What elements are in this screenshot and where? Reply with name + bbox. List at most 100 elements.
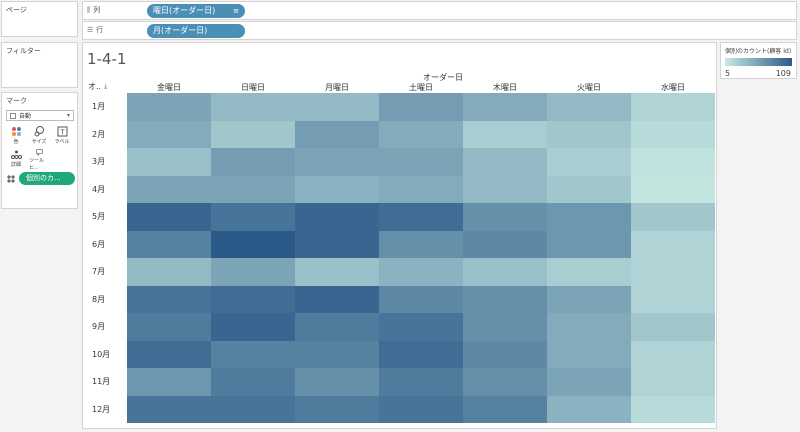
- heatmap-cell[interactable]: [295, 93, 379, 121]
- heatmap-cell[interactable]: [379, 340, 463, 368]
- column-header[interactable]: 木曜日: [493, 83, 517, 92]
- heatmap-cell[interactable]: [547, 340, 631, 368]
- column-header[interactable]: 水曜日: [661, 83, 685, 92]
- heatmap-cell[interactable]: [127, 258, 211, 286]
- heatmap-cell[interactable]: [463, 148, 547, 176]
- row-header[interactable]: 10月: [92, 349, 111, 359]
- heatmap-cell[interactable]: [127, 395, 211, 423]
- heatmap-cell[interactable]: [127, 368, 211, 396]
- heatmap-cell[interactable]: [547, 175, 631, 203]
- heatmap-cell[interactable]: [295, 368, 379, 396]
- rows-field-pill[interactable]: 月(オーダー日): [147, 24, 245, 38]
- size-button[interactable]: サイズ: [29, 126, 49, 148]
- row-header[interactable]: 7月: [92, 267, 106, 277]
- heatmap-cell[interactable]: [631, 340, 715, 368]
- heatmap-cell[interactable]: [631, 93, 715, 121]
- heatmap-cell[interactable]: [295, 203, 379, 231]
- tooltip-button[interactable]: ツールヒ..: [29, 149, 49, 171]
- heatmap-cell[interactable]: [295, 230, 379, 258]
- rows-shelf[interactable]: ☰ 行 月(オーダー日): [82, 21, 797, 40]
- heatmap-cell[interactable]: [127, 285, 211, 313]
- heatmap-cell[interactable]: [463, 93, 547, 121]
- row-header[interactable]: 4月: [92, 184, 106, 194]
- row-header[interactable]: 6月: [92, 239, 106, 249]
- color-button[interactable]: 色: [6, 126, 26, 148]
- heatmap-cell[interactable]: [127, 340, 211, 368]
- column-header[interactable]: 火曜日: [577, 83, 601, 92]
- heatmap-cell[interactable]: [463, 258, 547, 286]
- heatmap-cell[interactable]: [211, 175, 295, 203]
- columns-shelf[interactable]: ⫼ 列 曜日(オーダー日) ≡: [82, 1, 797, 20]
- heatmap-cell[interactable]: [379, 395, 463, 423]
- heatmap-cell[interactable]: [547, 93, 631, 121]
- heatmap-cell[interactable]: [211, 368, 295, 396]
- heatmap-cell[interactable]: [463, 175, 547, 203]
- heatmap-cell[interactable]: [547, 313, 631, 341]
- heatmap-cell[interactable]: [463, 340, 547, 368]
- heatmap-cell[interactable]: [211, 395, 295, 423]
- heatmap-cell[interactable]: [379, 313, 463, 341]
- heatmap-cell[interactable]: [211, 340, 295, 368]
- heatmap-cell[interactable]: [547, 120, 631, 148]
- filters-card[interactable]: フィルター: [1, 42, 78, 88]
- heatmap-cell[interactable]: [463, 120, 547, 148]
- heatmap-cell[interactable]: [463, 230, 547, 258]
- heatmap-cell[interactable]: [547, 368, 631, 396]
- heatmap-cell[interactable]: [211, 148, 295, 176]
- heatmap-cell[interactable]: [379, 93, 463, 121]
- columns-field-pill[interactable]: 曜日(オーダー日) ≡: [147, 4, 245, 18]
- heatmap-cell[interactable]: [211, 313, 295, 341]
- heatmap-cell[interactable]: [631, 285, 715, 313]
- heatmap-cell[interactable]: [631, 368, 715, 396]
- heatmap-cell[interactable]: [211, 258, 295, 286]
- heatmap-cell[interactable]: [547, 258, 631, 286]
- heatmap-cell[interactable]: [379, 148, 463, 176]
- heatmap-cell[interactable]: [631, 120, 715, 148]
- heatmap-cell[interactable]: [631, 395, 715, 423]
- heatmap-cell[interactable]: [211, 230, 295, 258]
- mark-type-select[interactable]: 自動 ▾: [6, 110, 74, 121]
- heatmap-cell[interactable]: [295, 395, 379, 423]
- heatmap-cell[interactable]: [463, 368, 547, 396]
- heatmap-cell[interactable]: [463, 203, 547, 231]
- heatmap-cell[interactable]: [379, 258, 463, 286]
- column-header[interactable]: 月曜日: [325, 83, 349, 92]
- color-legend[interactable]: 個別のカウント(顧客 Id) 5 109: [720, 42, 797, 79]
- row-header[interactable]: 2月: [92, 129, 106, 139]
- column-header[interactable]: 土曜日: [409, 83, 433, 92]
- heatmap-cell[interactable]: [463, 285, 547, 313]
- heatmap-cell[interactable]: [211, 285, 295, 313]
- row-header[interactable]: 9月: [92, 322, 106, 332]
- heatmap-cell[interactable]: [631, 175, 715, 203]
- pages-card[interactable]: ページ: [1, 1, 78, 37]
- heatmap-cell[interactable]: [379, 368, 463, 396]
- row-header[interactable]: 8月: [92, 294, 106, 304]
- detail-button[interactable]: 詳細: [6, 149, 26, 171]
- heatmap-cell[interactable]: [547, 203, 631, 231]
- heatmap-cell[interactable]: [295, 340, 379, 368]
- heatmap-cell[interactable]: [631, 148, 715, 176]
- row-field-header[interactable]: オ.. ⤓: [88, 81, 107, 92]
- heatmap-cell[interactable]: [631, 258, 715, 286]
- heatmap-cell[interactable]: [127, 230, 211, 258]
- heatmap-cell[interactable]: [547, 395, 631, 423]
- heatmap-cell[interactable]: [379, 285, 463, 313]
- row-header[interactable]: 3月: [92, 157, 106, 167]
- heatmap-cell[interactable]: [127, 148, 211, 176]
- row-header[interactable]: 1月: [92, 102, 106, 112]
- column-header[interactable]: 日曜日: [241, 83, 265, 92]
- heatmap-cell[interactable]: [547, 148, 631, 176]
- row-header[interactable]: 11月: [92, 377, 111, 387]
- heatmap-cell[interactable]: [379, 175, 463, 203]
- column-header[interactable]: 金曜日: [157, 83, 181, 92]
- heatmap-cell[interactable]: [295, 148, 379, 176]
- view-area[interactable]: 1-4-1 オーダー日 オ.. ⤓ 金曜日 日曜日 月曜日 土曜日 木曜日 火曜日 水曜日 1…: [82, 42, 717, 429]
- heatmap-cell[interactable]: [547, 285, 631, 313]
- heatmap-cell[interactable]: [295, 120, 379, 148]
- label-button[interactable]: T ラベル: [52, 126, 72, 148]
- heatmap-cell[interactable]: [127, 120, 211, 148]
- heatmap-cell[interactable]: [295, 285, 379, 313]
- heatmap-cell[interactable]: [211, 93, 295, 121]
- heatmap-cell[interactable]: [547, 230, 631, 258]
- heatmap-cell[interactable]: [127, 203, 211, 231]
